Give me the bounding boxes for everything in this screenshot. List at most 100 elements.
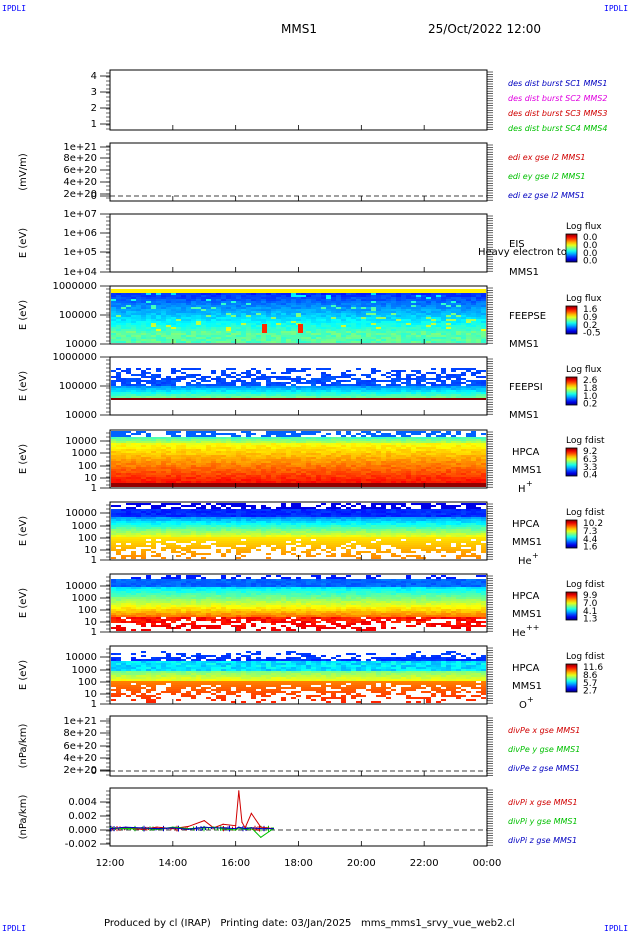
spectrogram-cell (276, 433, 281, 435)
spectrogram-cell (401, 481, 406, 483)
spectrogram-cell (431, 384, 436, 386)
spectrogram-cell (406, 396, 411, 398)
spectrogram-cell (201, 465, 206, 467)
spectrogram-cell (196, 475, 201, 477)
spectrogram-cell (126, 323, 131, 325)
spectrogram-cell (416, 431, 421, 433)
spectrogram-cell (401, 439, 406, 441)
spectrogram-cell (311, 461, 316, 463)
spectrogram-cell (236, 398, 241, 400)
spectrogram-cell (116, 327, 121, 329)
spectrogram-cell (136, 398, 141, 400)
spectrogram-cell (441, 325, 446, 327)
spectrogram-cell (406, 390, 411, 392)
spectrogram-cell (356, 297, 361, 299)
spectrogram-cell (141, 461, 146, 463)
spectrogram-cell (386, 457, 391, 459)
spectrogram-cell (116, 313, 121, 315)
spectrogram-cell (161, 457, 166, 459)
spectrogram-cell (411, 469, 416, 471)
spectrogram-cell (401, 433, 406, 435)
spectrogram-cell (116, 483, 121, 485)
spectrogram-cell (441, 315, 446, 317)
spectrogram-cell (121, 317, 126, 319)
spectrogram-cell (301, 333, 306, 335)
spectrogram-cell (251, 433, 256, 435)
spectrogram-cell (381, 447, 386, 449)
spectrogram-cell (436, 384, 441, 386)
spectrogram-cell (326, 481, 331, 483)
spectrogram-cell (401, 299, 406, 301)
spectrogram-cell (361, 305, 366, 307)
spectrogram-cell (231, 451, 236, 453)
spectrogram-cell (361, 483, 366, 485)
spectrogram-cell (211, 455, 216, 457)
spectrogram-cell (151, 437, 156, 439)
spectrogram-cell (121, 382, 126, 384)
spectrogram-cell (176, 459, 181, 461)
spectrogram-cell (126, 451, 131, 453)
spectrogram-cell (136, 313, 141, 315)
spectrogram-cell (241, 317, 246, 319)
spectrogram-cell (471, 333, 476, 335)
spectrogram-cell (156, 461, 161, 463)
spectrogram-cell (396, 289, 401, 291)
spectrogram-cell (466, 293, 471, 295)
spectrogram-cell (476, 295, 481, 297)
spectrogram-cell (391, 388, 396, 390)
spectrogram-cell (476, 384, 481, 386)
spectrogram-cell (321, 390, 326, 392)
spectrogram-cell (291, 337, 296, 339)
spectrogram-cell (231, 477, 236, 479)
spectrogram-cell (316, 459, 321, 461)
spectrogram-cell (256, 485, 261, 487)
spectrogram-cell (116, 301, 121, 303)
spectrogram-cell (281, 477, 286, 479)
spectrogram-cell (306, 368, 311, 370)
spectrogram-cell (311, 477, 316, 479)
spectrogram-cell (181, 372, 186, 374)
spectrogram-cell (186, 459, 191, 461)
spectrogram-cell (356, 295, 361, 297)
spectrogram-cell (276, 485, 281, 487)
spectrogram-cell (226, 475, 231, 477)
spectrogram-cell (481, 307, 486, 309)
spectrogram-cell (311, 311, 316, 313)
spectrogram-cell (416, 382, 421, 384)
spectrogram-cell (186, 303, 191, 305)
spectrogram-cell (421, 319, 426, 321)
spectrogram-cell (326, 483, 331, 485)
spectrogram-cell (221, 457, 226, 459)
spectrogram-cell (321, 337, 326, 339)
spectrogram-cell (296, 469, 301, 471)
legend-entry: des dist burst SC2 MMS2 (508, 94, 607, 103)
spectrogram-cell (216, 481, 221, 483)
spectrogram-cell (206, 311, 211, 313)
spectrogram-cell (391, 396, 396, 398)
spectrogram-cell (431, 297, 436, 299)
spectrogram-cell (466, 398, 471, 400)
spectrogram-cell (396, 295, 401, 297)
spectrogram-cell (396, 449, 401, 451)
spectrogram-cell (241, 477, 246, 479)
spectrogram-cell (166, 398, 171, 400)
spectrogram-cell (276, 313, 281, 315)
spectrogram-cell (296, 477, 301, 479)
spectrogram-cell (131, 325, 136, 327)
spectrogram-cell (406, 323, 411, 325)
spectrogram-cell (181, 388, 186, 390)
spectrogram-cell (201, 380, 206, 382)
spectrogram-cell (336, 341, 341, 343)
spectrogram-cell (341, 463, 346, 465)
spectrogram-cell (266, 376, 271, 378)
spectrogram-cell (296, 378, 301, 380)
spectrogram-cell (186, 339, 191, 341)
spectrogram-cell (451, 289, 456, 291)
spectrogram-cell (136, 295, 141, 297)
spectrogram-cell (401, 337, 406, 339)
spectrogram-cell (131, 433, 136, 435)
spectrogram-cell (166, 297, 171, 299)
spectrogram-cell (286, 382, 291, 384)
